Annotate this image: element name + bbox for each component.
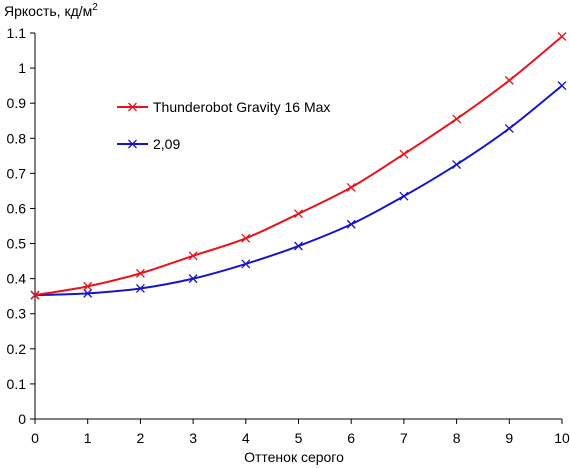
x-tick-label: 1 xyxy=(84,430,92,446)
legend-swatch-marker xyxy=(128,139,137,149)
y-axis-ticks: 0 0.1 0.2 0.3 0.4 0.5 0.6 0.7 0.8 0.9 1 1.1 xyxy=(7,25,35,427)
series-1-point xyxy=(83,281,93,291)
series-2-point xyxy=(452,160,462,170)
y-tick-label: 0.4 xyxy=(7,271,27,287)
series-2-point xyxy=(294,241,303,251)
y-tick-label: 0.6 xyxy=(7,200,27,216)
series-1-point xyxy=(30,290,40,300)
y-tick-label: 0 xyxy=(18,411,26,427)
series-1-point xyxy=(504,75,514,85)
y-tick-label: 0.1 xyxy=(7,376,27,392)
series-1-point xyxy=(346,182,356,192)
x-tick-label: 9 xyxy=(505,430,513,446)
series-1-point xyxy=(399,149,409,159)
series-1-point xyxy=(294,209,303,219)
legend-label: 2,09 xyxy=(153,136,180,152)
series-2-point xyxy=(399,191,409,201)
x-tick-label: 3 xyxy=(189,430,197,446)
x-tick-label: 7 xyxy=(400,430,408,446)
series-2-point xyxy=(241,259,251,269)
series-2-point xyxy=(504,123,514,133)
series-2-point xyxy=(188,274,198,284)
y-tick-label: 0.2 xyxy=(7,341,27,357)
series-2-point xyxy=(135,284,145,293)
y-axis-title: Яркость, кд/м2 xyxy=(4,2,98,19)
y-tick-label: 0.7 xyxy=(7,165,27,181)
x-axis-title: Оттенок серого xyxy=(244,449,344,465)
series-2-point xyxy=(83,288,93,298)
legend: Thunderobot Gravity 16 Max 2,09 xyxy=(117,99,330,152)
y-tick-label: 1 xyxy=(18,60,26,76)
legend-swatch-marker xyxy=(128,102,137,112)
series-line-2 xyxy=(34,84,563,297)
x-tick-label: 6 xyxy=(347,430,355,446)
series-2-point xyxy=(346,219,356,229)
legend-label: Thunderobot Gravity 16 Max xyxy=(153,99,330,115)
y-tick-label: 0.8 xyxy=(7,130,27,146)
series-line-1 xyxy=(34,35,563,297)
x-axis-ticks: 0 1 2 3 4 5 6 7 8 9 10 xyxy=(31,419,570,446)
x-tick-label: 5 xyxy=(295,430,303,446)
series-1-point xyxy=(452,114,462,124)
x-tick-label: 0 xyxy=(31,430,39,446)
y-tick-label: 1.1 xyxy=(7,25,27,41)
y-tick-label: 0.3 xyxy=(7,306,27,322)
y-tick-label: 0.5 xyxy=(7,236,27,252)
plot-series xyxy=(30,32,567,300)
series-2-point xyxy=(557,81,567,91)
series-1-point xyxy=(135,268,145,278)
x-tick-label: 10 xyxy=(554,430,570,446)
x-tick-label: 8 xyxy=(453,430,461,446)
x-tick-label: 2 xyxy=(137,430,145,446)
x-tick-label: 4 xyxy=(242,430,250,446)
series-1-point xyxy=(241,233,251,243)
series-1-point xyxy=(557,32,567,41)
series-1-point xyxy=(188,251,198,261)
y-tick-label: 0.9 xyxy=(7,95,27,111)
